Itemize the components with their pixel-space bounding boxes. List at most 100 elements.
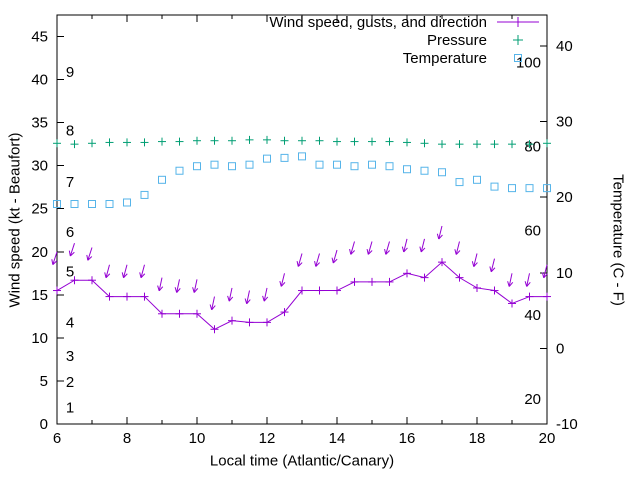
temperature-point <box>420 166 429 175</box>
gust-arrow-head <box>419 246 422 253</box>
gust-arrow-head <box>489 266 492 272</box>
gust-arrow-head <box>332 258 338 264</box>
gust-arrow-head <box>438 234 443 240</box>
temperature-point <box>525 184 534 193</box>
gust-arrow <box>140 264 145 278</box>
y2-tick-label: 20 <box>556 189 573 206</box>
wind-speed-series <box>53 258 551 334</box>
gust-arrow-head <box>455 250 461 255</box>
gust-arrow-head <box>123 273 128 279</box>
gust-arrow-head <box>209 304 213 310</box>
gust-arrow-head <box>454 249 457 255</box>
gust-arrow-head <box>366 248 369 255</box>
temperature-point <box>490 182 499 191</box>
temperature-point <box>368 160 376 169</box>
y-tick-label: 35 <box>31 115 48 132</box>
gust-arrow-head <box>227 295 230 302</box>
gust-arrow-head <box>192 287 195 293</box>
legend-label-wind: Wind speed, gusts, and direction <box>269 13 487 31</box>
y-tick-label: 45 <box>31 29 48 46</box>
y-tick-label: 20 <box>31 244 48 261</box>
plot-border <box>56 14 548 425</box>
y-tick-label: 5 <box>40 373 48 390</box>
chart-legend: Wind speed, gusts, and direction Pressur… <box>269 13 540 67</box>
gust-arrow <box>176 279 180 293</box>
gust-arrow <box>473 253 478 267</box>
gust-arrow <box>280 273 285 287</box>
legend-label-pressure: Pressure <box>426 31 487 49</box>
tick-labels: 6 8 10 12 14 16 18 20051015202530354045-1001020… <box>31 29 577 447</box>
gust-arrow <box>350 241 355 255</box>
beaufort-scale-label: 2 <box>66 374 74 391</box>
gust-arrow <box>315 253 320 267</box>
gust-arrow <box>490 258 495 272</box>
temperature-point <box>280 153 289 162</box>
beaufort-scale-label: 4 <box>66 314 74 331</box>
gust-arrow-head <box>228 296 234 302</box>
temperature-point <box>508 184 516 193</box>
y2-tick-label: 10 <box>556 265 573 282</box>
gust-arrow <box>332 249 338 264</box>
temperature-point <box>403 165 411 174</box>
gust-arrow-head <box>263 296 269 302</box>
gust-arrow-head <box>349 248 352 255</box>
legend-item-temperature: Temperature <box>269 49 540 67</box>
x-tick-label: 18 <box>469 430 486 447</box>
gust-arrow-head <box>121 272 124 278</box>
y-tick-label: 30 <box>31 158 48 175</box>
x-tick-label: 16 <box>399 430 416 447</box>
gust-arrow-head <box>526 282 531 287</box>
gust-arrow-head <box>279 280 282 287</box>
temperature-point <box>140 190 149 199</box>
temperature-point <box>158 175 166 184</box>
legend-sample-temperature-icon <box>514 54 522 62</box>
gust-arrow-head <box>420 247 426 253</box>
temperature-point <box>228 162 236 171</box>
temperature-point <box>350 162 359 171</box>
y-tick-label: 0 <box>40 416 48 433</box>
gust-arrow-head <box>401 246 405 253</box>
temperature-point <box>455 178 464 187</box>
fahrenheit-scale-label: 100 <box>516 55 541 72</box>
temperature-point <box>473 175 481 184</box>
gust-arrow-head <box>86 254 89 261</box>
gust-arrow <box>211 296 215 310</box>
gust-arrow-head <box>246 299 251 305</box>
gust-arrow-head <box>87 256 93 261</box>
y-tick-label: 40 <box>31 72 48 89</box>
legend-sample-wind-icon <box>497 17 539 27</box>
gust-arrow-head <box>193 288 199 293</box>
gust-arrow-head <box>524 281 528 287</box>
pressure-series <box>53 135 551 149</box>
gust-arrow-head <box>314 261 317 267</box>
gust-arrow <box>438 225 443 240</box>
gust-arrow-head <box>403 247 408 253</box>
gust-arrow <box>403 238 408 253</box>
gust-arrow <box>123 264 128 278</box>
gust-arrow <box>385 241 390 255</box>
gust-arrow-head <box>331 257 334 264</box>
gust-arrow <box>367 241 373 255</box>
gust-arrow-head <box>104 272 107 278</box>
y2-tick-label: -10 <box>556 416 578 433</box>
y2-tick-label: 30 <box>556 114 573 131</box>
x-tick-label: 8 <box>123 430 131 447</box>
fahrenheit-scale-label: 60 <box>524 222 541 239</box>
gust-arrow <box>508 273 513 287</box>
temperature-point <box>175 166 184 175</box>
gust-arrow-head <box>297 262 303 267</box>
fahrenheit-scale-label: 20 <box>524 391 541 408</box>
gust-arrow <box>52 251 58 265</box>
axes <box>56 14 548 425</box>
gust-arrow <box>263 287 268 302</box>
gust-arrow <box>193 279 198 293</box>
gust-arrow <box>543 264 548 278</box>
x-tick-label: 14 <box>329 430 346 447</box>
y-tick-label: 25 <box>31 201 48 218</box>
temperature-point <box>53 200 61 209</box>
temperature-point <box>123 198 131 207</box>
gust-arrow-head <box>367 250 373 255</box>
temperature-point <box>298 152 306 161</box>
legend-sample-pressure-icon <box>513 35 523 45</box>
